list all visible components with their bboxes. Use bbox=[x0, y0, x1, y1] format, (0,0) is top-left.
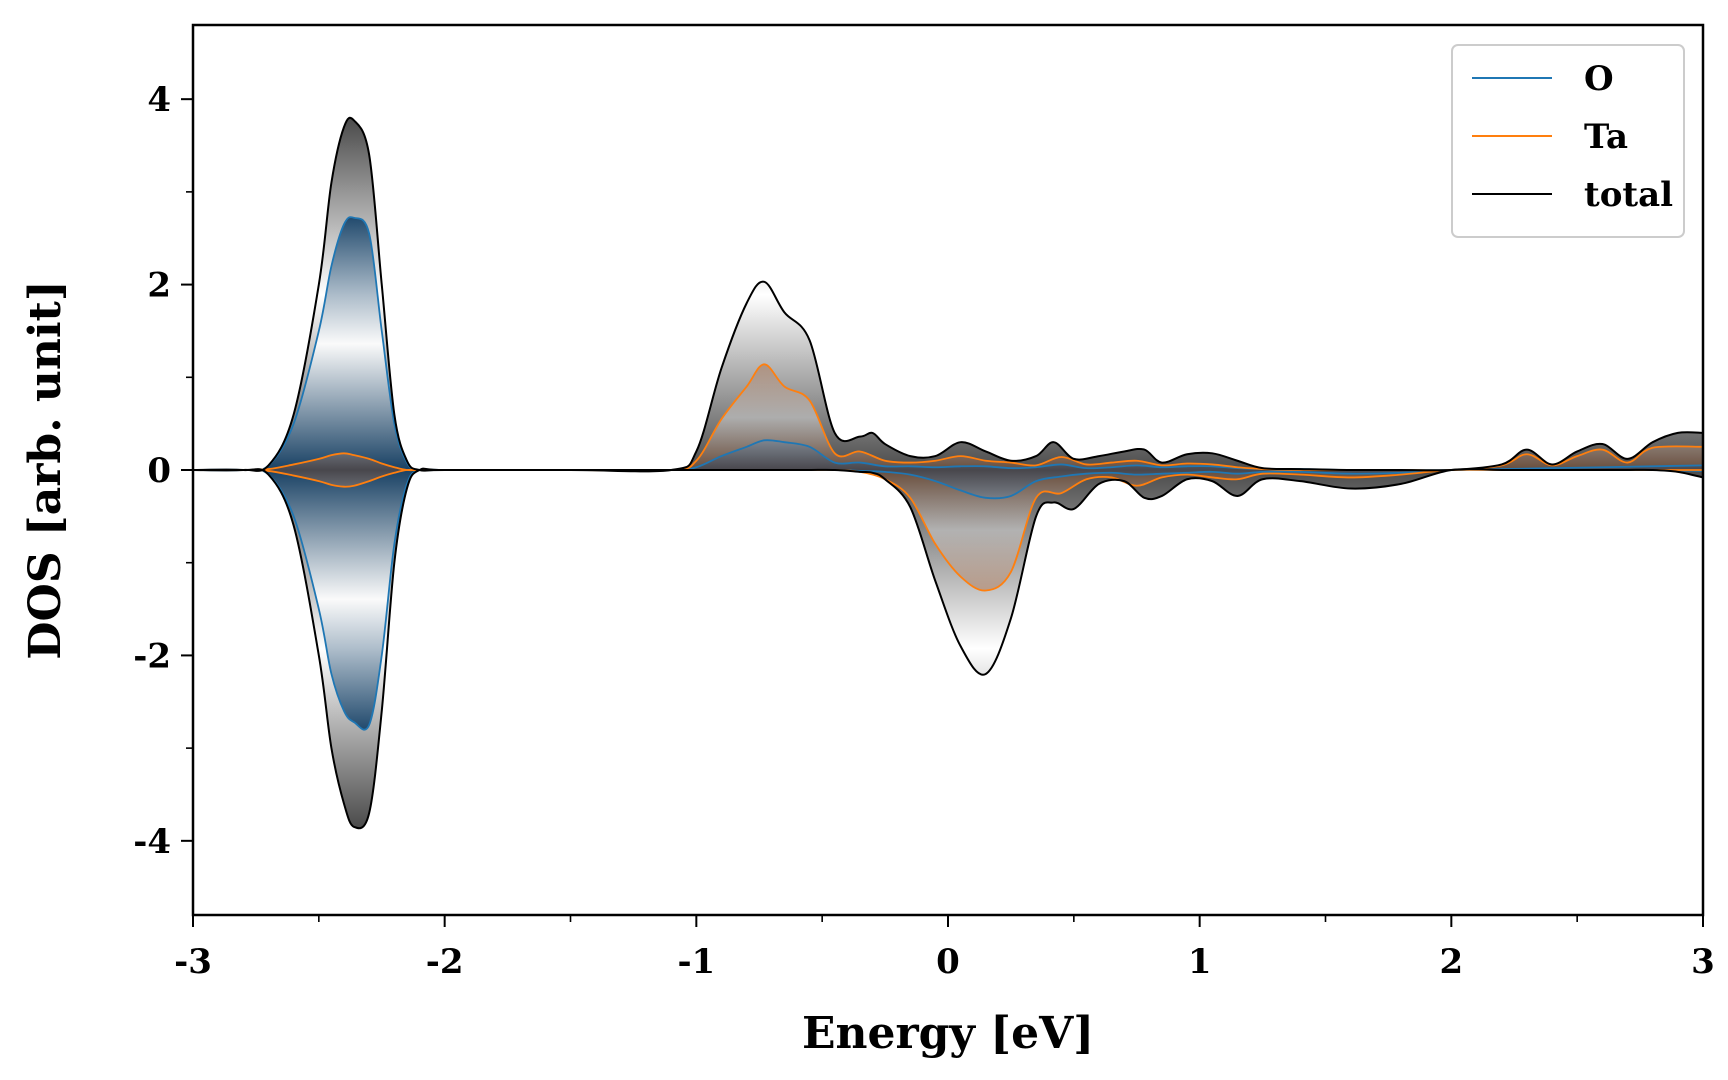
x-axis-ticks: -3 -2 -1 0 1 2 3 bbox=[174, 915, 1715, 982]
x-tick-label: 3 bbox=[1691, 942, 1715, 982]
line-O-up bbox=[193, 216, 1703, 472]
legend-label-Ta: Ta bbox=[1584, 117, 1628, 157]
x-tick-label: -2 bbox=[426, 942, 464, 982]
y-tick-label: -2 bbox=[133, 636, 171, 676]
fill-O-up bbox=[193, 217, 1703, 471]
y-tick-label: 2 bbox=[147, 266, 171, 306]
x-axis-label: Energy [eV] bbox=[802, 1008, 1094, 1059]
legend-box bbox=[1451, 44, 1685, 238]
y-tick-label: 0 bbox=[147, 451, 171, 491]
fill-Ta-up bbox=[193, 364, 1703, 471]
x-tick-label: 0 bbox=[936, 942, 960, 982]
x-tick-label: 1 bbox=[1188, 942, 1212, 982]
series-lines bbox=[193, 116, 1703, 830]
fill-Ta-down bbox=[193, 469, 1703, 591]
x-tick-label: 2 bbox=[1439, 942, 1463, 982]
line-total-down bbox=[193, 467, 1703, 830]
y-axis-ticks: -4 -2 0 2 4 bbox=[133, 80, 193, 862]
x-tick-label: -1 bbox=[677, 942, 715, 982]
legend: O Ta total bbox=[1451, 44, 1685, 238]
line-Ta-down bbox=[193, 468, 1703, 592]
series-fills bbox=[193, 117, 1703, 829]
legend-label-O: O bbox=[1584, 59, 1614, 99]
y-tick-label: 4 bbox=[147, 80, 171, 120]
y-tick-label: -4 bbox=[133, 822, 171, 862]
x-tick-label: -3 bbox=[174, 942, 212, 982]
fill-O-down bbox=[193, 468, 1703, 730]
y-axis-label: DOS [arb. unit] bbox=[20, 280, 71, 659]
legend-label-total: total bbox=[1584, 175, 1673, 215]
line-total-up bbox=[193, 116, 1703, 473]
